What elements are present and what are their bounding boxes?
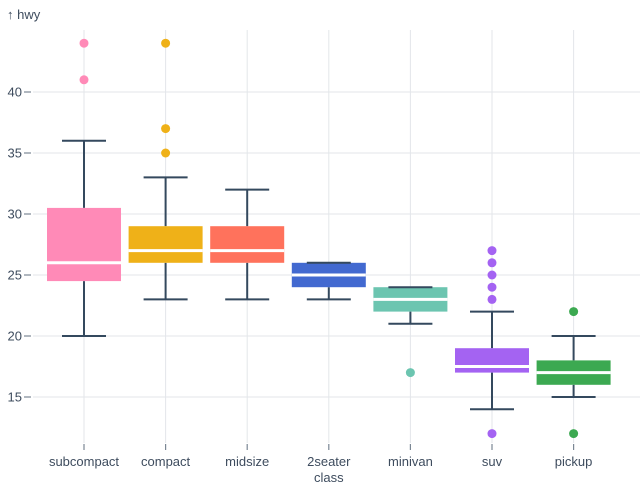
y-tick-label: 25 bbox=[8, 268, 22, 283]
boxplot-suv bbox=[455, 246, 529, 439]
outlier-dot bbox=[487, 282, 497, 292]
outlier-dot bbox=[161, 124, 171, 134]
x-tick-label: minivan bbox=[388, 454, 433, 469]
x-axis-label: class bbox=[314, 470, 344, 485]
y-tick-label: 30 bbox=[8, 207, 22, 222]
boxplot-minivan bbox=[373, 286, 448, 378]
x-tick-label: subcompact bbox=[49, 454, 119, 469]
x-tick-label: compact bbox=[141, 454, 191, 469]
boxplot-compact bbox=[128, 38, 203, 301]
outlier-dot bbox=[405, 368, 415, 378]
outlier-dot bbox=[487, 294, 497, 304]
outlier-dot bbox=[487, 258, 497, 268]
y-tick-label: 15 bbox=[8, 390, 22, 405]
x-tick-label: midsize bbox=[225, 454, 269, 469]
x-tick-label: suv bbox=[482, 454, 503, 469]
boxplot-2seater bbox=[291, 261, 366, 301]
outlier-dot bbox=[79, 75, 89, 85]
box-iqr bbox=[210, 226, 285, 263]
outlier-dot bbox=[161, 38, 171, 48]
outlier-dot bbox=[569, 429, 579, 439]
box-iqr bbox=[47, 207, 121, 282]
boxplot-subcompact bbox=[47, 38, 121, 337]
boxplot-pickup bbox=[536, 307, 611, 439]
box-iqr bbox=[128, 226, 203, 263]
y-axis-label: ↑ hwy bbox=[7, 7, 41, 22]
x-tick-label: 2seater bbox=[307, 454, 351, 469]
outlier-dot bbox=[161, 148, 171, 158]
boxplot-midsize bbox=[210, 188, 285, 301]
outlier-dot bbox=[569, 307, 579, 317]
outlier-dot bbox=[487, 429, 497, 439]
outlier-dot bbox=[79, 38, 89, 48]
outlier-dot bbox=[487, 270, 497, 280]
outlier-dot bbox=[487, 246, 497, 256]
y-tick-label: 40 bbox=[8, 85, 22, 100]
box-iqr bbox=[455, 348, 529, 373]
y-tick-label: 20 bbox=[8, 329, 22, 344]
x-tick-label: pickup bbox=[555, 454, 593, 469]
y-tick-label: 35 bbox=[8, 146, 22, 161]
